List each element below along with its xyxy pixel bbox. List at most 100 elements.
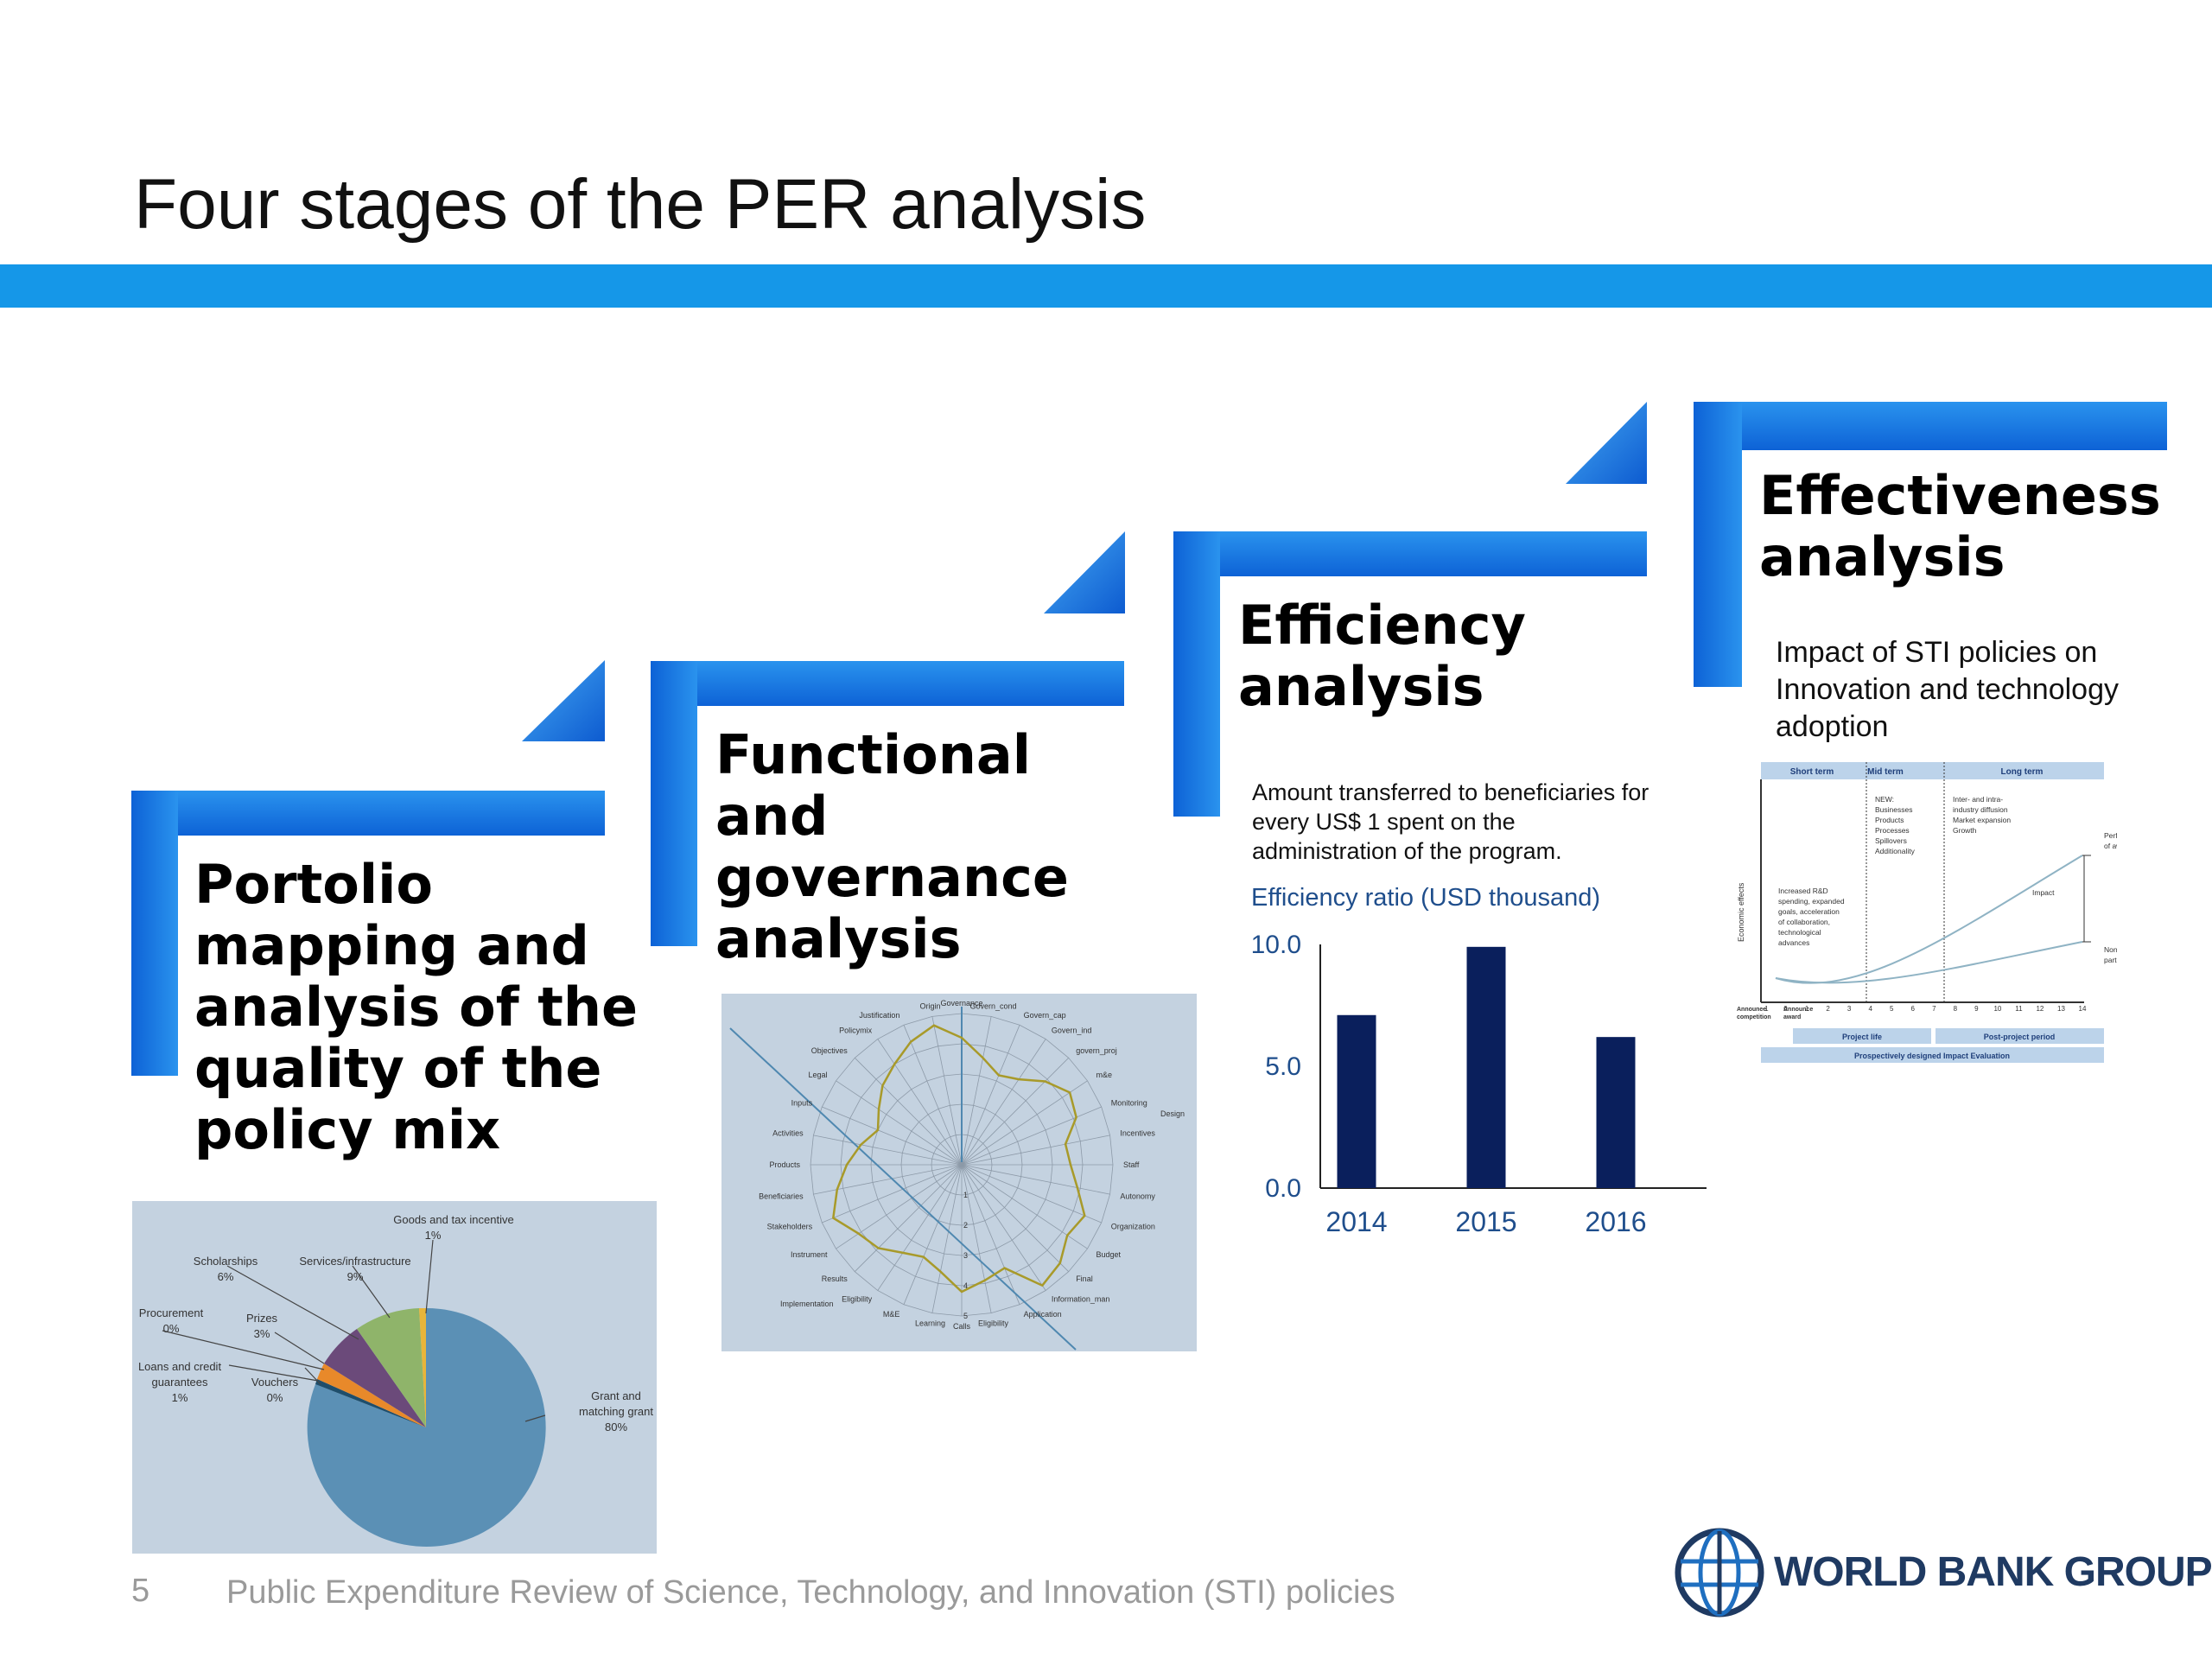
impact-x-tick: 6: [1910, 1005, 1915, 1013]
radar-axis-label: M&E: [883, 1310, 900, 1319]
bar-2016: [1596, 1037, 1636, 1188]
radar-axis-label: Govern_cond: [969, 1002, 1016, 1011]
radar-axis-label: Eligibility: [842, 1295, 873, 1304]
efficiency-chart: Efficiency ratio (USD thousand) 0.0 5.0 10…: [1236, 877, 1719, 1240]
svg-text:Performance: Performance: [2104, 831, 2117, 840]
stage-3-arrow-tip: [1566, 402, 1647, 484]
pie-label-prizes: Prizes: [246, 1312, 278, 1325]
prospective-bar: [1761, 1047, 2104, 1063]
radar-spoke: [855, 1164, 963, 1272]
radar-spoke: [836, 1164, 963, 1249]
pie-label-services-pct: 9%: [347, 1270, 364, 1283]
impact-x-tick: 0: [1783, 1005, 1788, 1013]
efficiency-chart-title: Efficiency ratio (USD thousand): [1251, 884, 1601, 912]
pie-label-vouchers: Vouchers: [251, 1376, 299, 1389]
bar-2014: [1337, 1014, 1376, 1188]
svg-text:goals, acceleration: goals, acceleration: [1778, 907, 1840, 916]
pie-label-scholarships: Scholarships: [194, 1255, 258, 1268]
stage-3-bracket: [1173, 402, 1647, 817]
radar-axis-label: Results: [822, 1274, 849, 1283]
pie-label-procurement: Procurement: [139, 1306, 204, 1319]
svg-text:Increased R&D: Increased R&D: [1778, 887, 1828, 895]
stage-1-title: Portolio mapping and analysis of the qua…: [194, 853, 639, 1161]
y-tick-label: 0.0: [1265, 1174, 1301, 1203]
svg-text:industry diffusion: industry diffusion: [1953, 805, 2008, 814]
pie-slice-scholarships: [357, 1308, 426, 1427]
stage-2-bracket: [651, 531, 1125, 946]
radar-spoke: [961, 1164, 1102, 1224]
radar-axis-label: Activities: [772, 1129, 804, 1138]
radar-tick-label: 1: [963, 1191, 968, 1199]
svg-text:Businesses: Businesses: [1875, 805, 1912, 814]
pie-label-prizes-pct: 3%: [254, 1327, 270, 1340]
radar-axis-label: Stakeholders: [767, 1223, 813, 1231]
radar-axis-label: Calls: [953, 1322, 971, 1331]
pie-slice-prizes: [317, 1363, 426, 1427]
radar-axis-label: Final: [1076, 1274, 1093, 1283]
pie-label-loans: Loans and credit: [138, 1360, 222, 1373]
radar-axis-label: Beneficiaries: [759, 1192, 804, 1201]
impact-x-tick: 4: [1868, 1005, 1872, 1013]
svg-text:Non-: Non-: [2104, 945, 2117, 954]
svg-text:of awardees*: of awardees*: [2104, 842, 2117, 850]
svg-text:technological: technological: [1778, 928, 1821, 937]
impact-x-tick: 10: [1993, 1005, 2001, 1013]
svg-text:Announce: Announce: [1737, 1007, 1766, 1013]
radar-axis-diagonal: [729, 1027, 1077, 1351]
svg-text:Processes: Processes: [1875, 826, 1910, 835]
svg-text:of collaboration,: of collaboration,: [1778, 918, 1830, 926]
radar-axis-label: Inputs: [791, 1098, 813, 1107]
x-tick-label: 2014: [1325, 1206, 1387, 1237]
page-number: 5: [131, 1573, 150, 1609]
radar-tick-label: 5: [963, 1312, 968, 1320]
svg-text:Spillovers: Spillovers: [1875, 836, 1907, 845]
radar-group-label: Implementation: [780, 1300, 834, 1308]
x-tick-label: 2016: [1585, 1206, 1646, 1237]
pie-label-loans-pct: 1%: [172, 1391, 188, 1404]
radar-spoke: [961, 1106, 1102, 1166]
impact-x-tick: 3: [1847, 1005, 1852, 1013]
radar-series-line: [831, 1024, 1086, 1294]
bar-2015: [1466, 946, 1506, 1188]
svg-text:spending, expanded: spending, expanded: [1778, 897, 1845, 906]
x-tick-label: 2015: [1455, 1206, 1516, 1237]
radar-spoke: [877, 1164, 963, 1291]
radar-axis-label: Autonomy: [1120, 1192, 1155, 1201]
y-tick-label: 5.0: [1265, 1052, 1301, 1081]
radar-axis-label: Govern_cap: [1024, 1011, 1066, 1020]
radar-spoke: [931, 1016, 963, 1166]
radar-spoke: [961, 1164, 1110, 1195]
radar-spoke: [961, 1058, 1069, 1166]
radar-spoke: [961, 1164, 1069, 1272]
phase-long-term: Long term: [2001, 767, 2044, 777]
post-project-bar: [1936, 1028, 2104, 1044]
stage-1-arrow-tip: [522, 660, 605, 741]
radar-axis-label: Information_man: [1052, 1295, 1110, 1304]
phase-header-bar: [1761, 762, 2104, 779]
impact-x-tick: 13: [2057, 1005, 2065, 1013]
radar-group-label: Design: [1160, 1109, 1185, 1118]
radar-axis-label: Application: [1024, 1310, 1062, 1319]
prospective-label: Prospectively designed Impact Evaluation: [1854, 1052, 2010, 1060]
pie-slice-loans: [315, 1379, 426, 1427]
radar-tick-label: 2: [963, 1221, 968, 1230]
radar-spoke: [813, 1135, 963, 1166]
radar-spoke: [822, 1106, 963, 1166]
radar-spoke: [903, 1164, 963, 1305]
impact-x-tick: 1: [1805, 1005, 1809, 1013]
impact-y-label: Economic effects: [1737, 882, 1745, 942]
svg-text:award: award: [1783, 1014, 1801, 1020]
stage-3-title: Efficiency analysis: [1238, 594, 1526, 718]
title-underline-bar: [0, 264, 2212, 308]
svg-text:advances: advances: [1778, 938, 1809, 947]
stage-1-bracket: [131, 660, 605, 1076]
pie-label-grant: Grant and: [591, 1389, 641, 1402]
impact-x-tick: 9: [1974, 1005, 1979, 1013]
svg-text:Impact: Impact: [2032, 888, 2055, 897]
svg-text:participants: participants: [2104, 956, 2117, 964]
svg-text:Growth: Growth: [1953, 826, 1977, 835]
pie-label-scholarships-pct: 6%: [218, 1270, 234, 1283]
radar-spoke: [961, 1164, 992, 1313]
